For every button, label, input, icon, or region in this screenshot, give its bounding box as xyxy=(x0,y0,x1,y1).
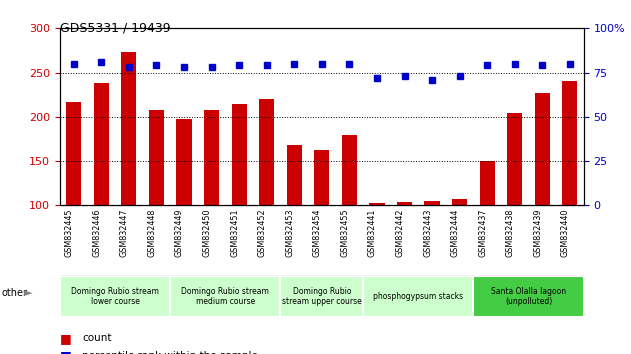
Bar xyxy=(534,93,550,205)
Text: Domingo Rubio
stream upper course: Domingo Rubio stream upper course xyxy=(282,287,362,306)
Bar xyxy=(232,104,247,205)
Text: ►: ► xyxy=(24,288,32,298)
Text: GSM832453: GSM832453 xyxy=(285,209,294,257)
Text: GSM832441: GSM832441 xyxy=(368,209,377,257)
Bar xyxy=(397,202,412,205)
Bar xyxy=(480,161,495,205)
Text: GSM832437: GSM832437 xyxy=(478,209,487,257)
Bar xyxy=(170,276,280,317)
Bar xyxy=(425,201,440,205)
Bar xyxy=(507,113,522,205)
Text: GSM832452: GSM832452 xyxy=(257,209,267,257)
Bar xyxy=(342,136,357,205)
Bar xyxy=(66,102,81,205)
Text: ■: ■ xyxy=(60,349,72,354)
Bar xyxy=(149,110,164,205)
Text: GSM832439: GSM832439 xyxy=(533,209,542,257)
Text: GSM832454: GSM832454 xyxy=(313,209,322,257)
Bar xyxy=(369,202,384,205)
Text: GSM832450: GSM832450 xyxy=(203,209,211,257)
Text: GSM832448: GSM832448 xyxy=(148,209,156,257)
Text: GSM832443: GSM832443 xyxy=(423,209,432,257)
Text: GSM832447: GSM832447 xyxy=(120,209,129,257)
Bar xyxy=(363,276,473,317)
Text: GSM832442: GSM832442 xyxy=(396,209,404,257)
Text: percentile rank within the sample: percentile rank within the sample xyxy=(82,351,258,354)
Text: GSM832445: GSM832445 xyxy=(65,209,74,257)
Bar xyxy=(60,276,170,317)
Text: GSM832446: GSM832446 xyxy=(92,209,102,257)
Text: Domingo Rubio stream
medium course: Domingo Rubio stream medium course xyxy=(181,287,269,306)
Bar xyxy=(259,99,274,205)
Text: GSM832451: GSM832451 xyxy=(230,209,239,257)
Text: other: other xyxy=(1,288,27,298)
Text: GSM832449: GSM832449 xyxy=(175,209,184,257)
Text: Domingo Rubio stream
lower course: Domingo Rubio stream lower course xyxy=(71,287,159,306)
Bar xyxy=(204,110,219,205)
Text: phosphogypsum stacks: phosphogypsum stacks xyxy=(373,292,463,301)
Text: GSM832444: GSM832444 xyxy=(451,209,459,257)
Bar xyxy=(452,199,467,205)
Bar xyxy=(94,83,109,205)
Bar xyxy=(286,145,302,205)
Text: GSM832455: GSM832455 xyxy=(340,209,350,257)
Bar xyxy=(473,276,584,317)
Text: ■: ■ xyxy=(60,332,72,344)
Bar xyxy=(177,120,192,205)
Text: GSM832438: GSM832438 xyxy=(506,209,515,257)
Bar xyxy=(562,81,577,205)
Text: GSM832440: GSM832440 xyxy=(561,209,570,257)
Bar xyxy=(280,276,363,317)
Bar xyxy=(314,150,329,205)
Text: Santa Olalla lagoon
(unpolluted): Santa Olalla lagoon (unpolluted) xyxy=(491,287,566,306)
Bar xyxy=(121,52,136,205)
Text: GDS5331 / 19439: GDS5331 / 19439 xyxy=(60,21,170,34)
Text: count: count xyxy=(82,333,112,343)
